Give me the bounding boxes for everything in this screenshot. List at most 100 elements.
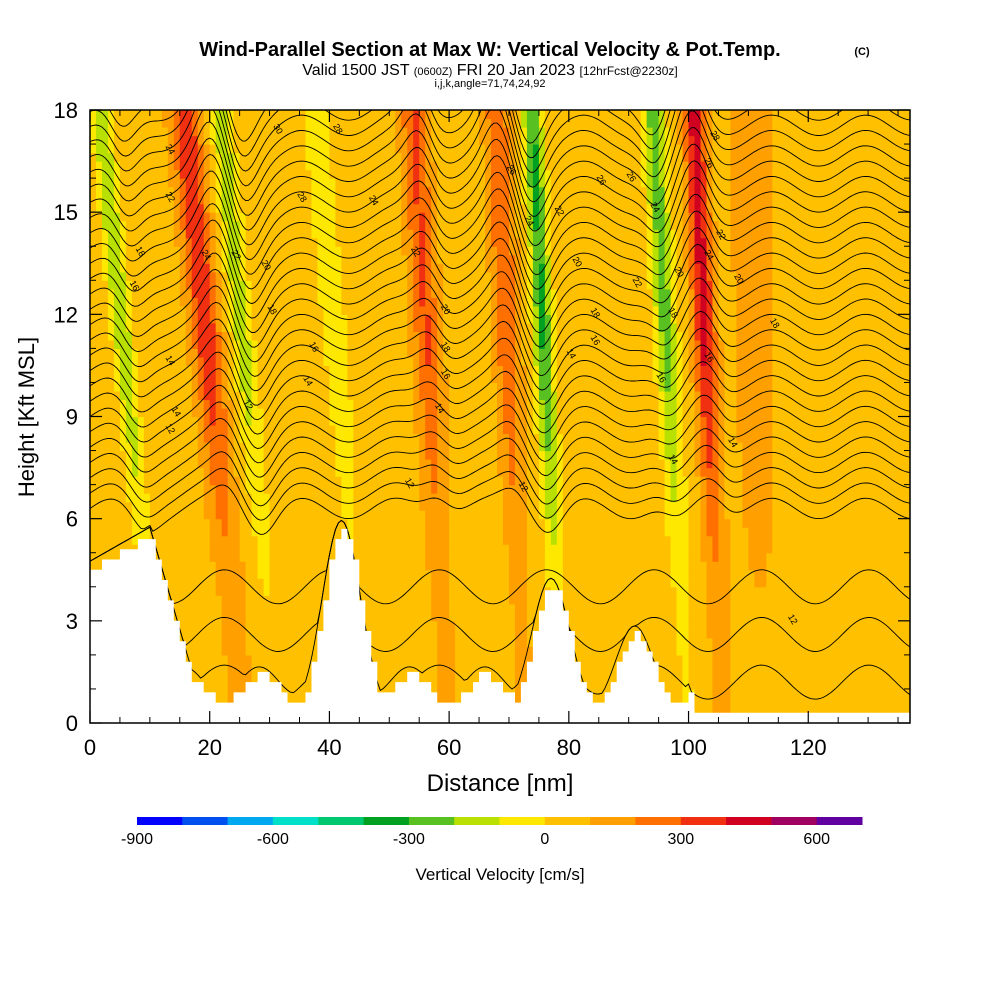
- velocity-cell: [245, 390, 253, 401]
- velocity-cell: [245, 373, 253, 384]
- velocity-cell: [467, 595, 474, 605]
- velocity-cell: [119, 297, 127, 307]
- velocity-cell: [215, 459, 223, 469]
- velocity-cell: [131, 501, 139, 511]
- velocity-cell: [143, 161, 151, 171]
- velocity-cell: [479, 535, 486, 545]
- velocity-cell: [113, 178, 121, 188]
- velocity-cell: [125, 399, 133, 409]
- velocity-cell: [179, 510, 187, 520]
- velocity-cell: [257, 637, 265, 647]
- velocity-cell: [365, 203, 372, 213]
- velocity-cell: [359, 459, 366, 469]
- velocity-cell: [221, 288, 229, 298]
- velocity-cell: [233, 510, 241, 520]
- velocity-cell: [389, 297, 396, 307]
- velocity-cell: [485, 544, 492, 554]
- velocity-cell: [371, 399, 378, 409]
- velocity-cell: [185, 203, 193, 213]
- velocity-cell: [131, 297, 139, 307]
- velocity-cell: [293, 493, 301, 503]
- velocity-cell: [215, 365, 223, 375]
- velocity-cell: [395, 510, 402, 520]
- velocity-cell: [461, 203, 468, 213]
- velocity-cell: [209, 459, 217, 469]
- velocity-cell: [377, 271, 384, 281]
- velocity-cell: [473, 365, 480, 375]
- velocity-cell: [389, 263, 396, 273]
- velocity-cell: [371, 331, 378, 341]
- velocity-cell: [101, 527, 109, 537]
- velocity-cell: [443, 195, 450, 205]
- velocity-cell: [209, 220, 217, 230]
- velocity-cell: [461, 314, 468, 324]
- velocity-cell: [191, 356, 199, 367]
- velocity-cell: [353, 212, 360, 222]
- velocity-cell: [293, 373, 301, 384]
- velocity-cell: [245, 646, 253, 656]
- velocity-cell: [275, 305, 283, 315]
- velocity-cell: [143, 322, 151, 332]
- velocity-cell: [455, 493, 462, 503]
- velocity-cell: [143, 527, 151, 537]
- velocity-cell: [449, 220, 456, 230]
- velocity-cell: [287, 595, 295, 605]
- velocity-cell: [389, 612, 396, 622]
- velocity-cell: [425, 356, 432, 367]
- velocity-cell: [90, 314, 97, 324]
- velocity-cell: [341, 493, 348, 503]
- velocity-cell: [419, 407, 426, 418]
- velocity-cell: [455, 603, 462, 613]
- velocity-cell: [197, 629, 205, 639]
- velocity-cell: [107, 365, 115, 375]
- velocity-cell: [389, 442, 396, 452]
- velocity-cell: [191, 229, 199, 239]
- velocity-cell: [203, 501, 211, 511]
- velocity-cell: [90, 390, 97, 401]
- velocity-cell: [419, 144, 426, 154]
- velocity-cell: [263, 271, 271, 281]
- velocity-cell: [449, 135, 456, 145]
- velocity-cell: [395, 263, 402, 273]
- velocity-cell: [425, 382, 432, 392]
- velocity-cell: [149, 339, 157, 349]
- velocity-cell: [173, 127, 181, 137]
- velocity-cell: [287, 527, 295, 537]
- velocity-cell: [449, 595, 456, 605]
- velocity-cell: [449, 288, 456, 298]
- velocity-cell: [197, 135, 205, 145]
- velocity-cell: [323, 220, 331, 230]
- velocity-cell: [239, 510, 247, 520]
- velocity-cell: [419, 544, 426, 554]
- velocity-cell: [473, 203, 480, 213]
- velocity-cell: [233, 527, 241, 537]
- velocity-cell: [287, 493, 295, 503]
- velocity-cell: [251, 288, 259, 298]
- velocity-cell: [377, 382, 384, 392]
- velocity-cell: [437, 390, 444, 401]
- velocity-cell: [167, 237, 175, 247]
- velocity-cell: [173, 382, 181, 392]
- velocity-cell: [107, 288, 115, 298]
- velocity-cell: [251, 595, 259, 605]
- velocity-cell: [335, 203, 342, 213]
- velocity-cell: [90, 203, 97, 213]
- velocity-cell: [269, 382, 277, 392]
- velocity-cell: [389, 237, 396, 247]
- velocity-cell: [113, 382, 121, 392]
- velocity-cell: [443, 680, 450, 690]
- velocity-cell: [407, 654, 414, 664]
- velocity-cell: [185, 322, 193, 332]
- velocity-cell: [281, 373, 289, 384]
- velocity-cell: [107, 527, 115, 537]
- velocity-cell: [269, 586, 277, 596]
- velocity-cell: [413, 527, 420, 537]
- velocity-cell: [179, 280, 187, 290]
- velocity-cell: [455, 510, 462, 520]
- velocity-cell: [239, 595, 247, 605]
- velocity-cell: [269, 365, 277, 375]
- velocity-cell: [287, 425, 295, 435]
- velocity-cell: [113, 476, 121, 486]
- velocity-cell: [461, 322, 468, 332]
- velocity-cell: [419, 203, 426, 213]
